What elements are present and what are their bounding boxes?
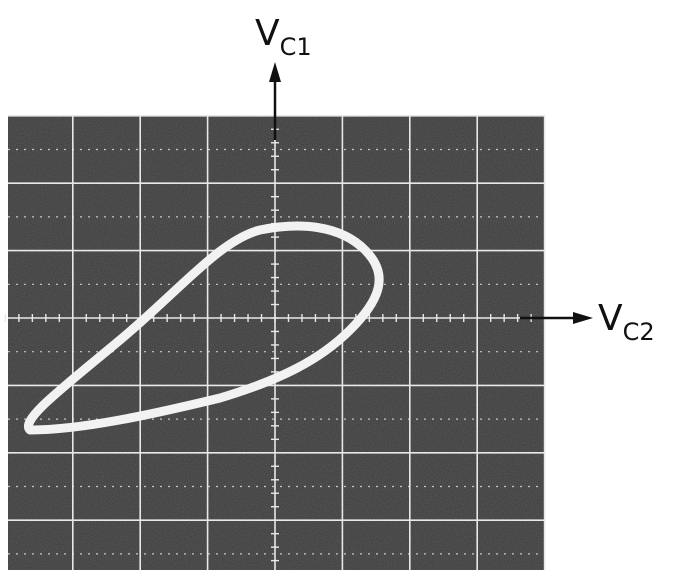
x-axis-label: VC2	[598, 298, 655, 346]
x-arrowhead	[573, 312, 593, 324]
page: VC1 VC2 (() => { const data = JSON.parse…	[0, 0, 673, 570]
x-label-sub: C2	[623, 318, 655, 346]
y-arrowhead	[269, 62, 281, 82]
y-label-main: V	[255, 13, 280, 54]
x-label-main: V	[598, 298, 623, 339]
y-axis-label: VC1	[255, 13, 312, 61]
y-label-sub: C1	[280, 33, 312, 61]
oscilloscope-figure: VC1 VC2	[0, 0, 673, 570]
